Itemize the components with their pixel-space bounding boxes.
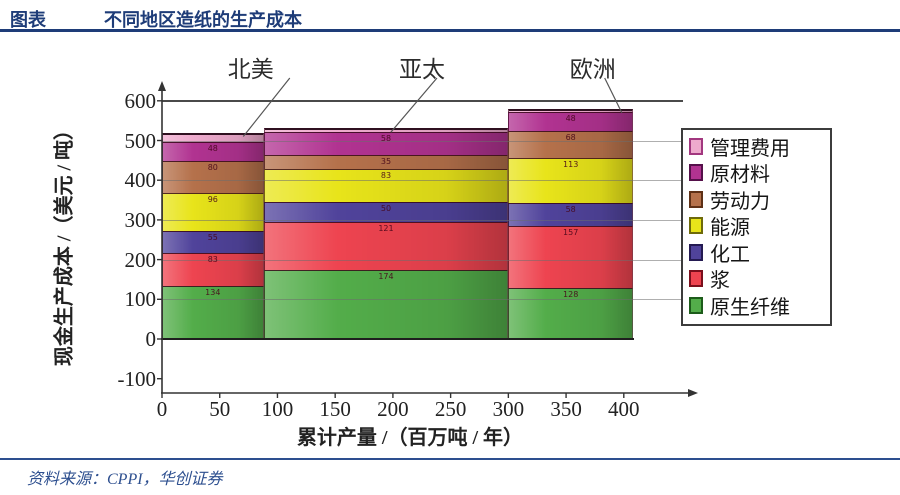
gridline [162, 140, 683, 142]
x-tick-label: 400 [608, 397, 640, 421]
legend-swatch-icon [689, 217, 703, 235]
y-tick-label: 0 [145, 327, 157, 351]
legend-label: 原生纤维 [710, 296, 790, 319]
legend-item: 劳动力 [689, 186, 824, 213]
segment-value-label: 55 [207, 233, 218, 243]
legend-swatch-icon [689, 164, 703, 182]
legend-item: 管理费用 [689, 133, 824, 160]
bar-segment [162, 252, 264, 286]
bar-segment [263, 128, 509, 133]
segment-value-label: 83 [380, 171, 392, 181]
y-tick-label: 600 [124, 88, 157, 113]
legend-label: 能源 [710, 217, 750, 240]
segment-value-label: 58 [380, 134, 392, 144]
bar-segment [162, 142, 264, 162]
x-axis-arrow-icon [688, 389, 698, 397]
x-tick-label: 250 [434, 397, 467, 421]
bar-segment [508, 288, 634, 339]
figure-tag: 图表 [10, 10, 46, 30]
gridline [162, 219, 683, 221]
segment-value-label: 113 [563, 159, 579, 169]
bar-segment [508, 108, 634, 112]
bar-segment [162, 231, 264, 253]
bar-segment [263, 202, 509, 222]
region-label: 亚太 [398, 57, 445, 82]
bar-segment [263, 132, 509, 156]
bar-segment [263, 269, 509, 339]
gridline [162, 299, 683, 301]
x-tick-label: 350 [550, 397, 582, 421]
legend-swatch-icon [689, 270, 703, 288]
segment-value-label: 174 [378, 271, 394, 281]
legend-label: 化工 [710, 243, 750, 266]
bar-segment [508, 225, 634, 289]
bar-segment [162, 192, 264, 231]
header-rule [0, 29, 900, 32]
legend-label: 劳动力 [710, 190, 770, 213]
bar-segment [263, 169, 509, 203]
segment-value-label: 134 [205, 287, 221, 297]
legend-label: 浆 [710, 270, 730, 293]
segment-value-label: 121 [378, 223, 394, 233]
gridline [162, 259, 683, 261]
gridline [162, 180, 683, 182]
bar-segment [263, 221, 509, 270]
segment-value-label: 35 [380, 157, 392, 167]
legend-item: 原生纤维 [689, 292, 824, 319]
segment-value-label: 128 [563, 290, 579, 300]
segment-value-label: 48 [565, 113, 576, 123]
legend-swatch-icon [689, 190, 703, 208]
segment-value-label: 96 [207, 194, 218, 204]
segment-value-label: 50 [380, 204, 392, 214]
legend-label: 原材料 [710, 164, 770, 187]
bar-segment [508, 111, 634, 131]
x-tick-label: 0 [156, 397, 168, 421]
source-text: 资料来源：CPPI，华创证券 [27, 471, 223, 488]
bar-segment [508, 130, 634, 158]
legend-item: 浆 [689, 266, 824, 293]
region-label: 北美 [227, 57, 274, 82]
bar-segment [162, 285, 264, 339]
segment-value-label: 80 [207, 163, 218, 173]
y-tick-label: 400 [124, 168, 157, 193]
segment-value-label: 58 [565, 204, 576, 214]
footer-rule [0, 458, 900, 460]
legend-item: 化工 [689, 239, 824, 266]
y-axis-arrow-icon [158, 81, 166, 91]
bar-segment [263, 155, 509, 170]
x-tick-label: 300 [492, 397, 525, 421]
segment-value-label: 157 [563, 227, 579, 237]
x-tick-label: 150 [319, 397, 351, 421]
x-axis-title: 累计产量 /（百万吨 / 年） [296, 427, 524, 449]
region-label: 欧洲 [569, 57, 616, 82]
figure-title: 不同地区造纸的生产成本 [104, 10, 302, 30]
segment-value-label: 68 [565, 132, 576, 142]
legend: 管理费用原材料劳动力能源化工浆原生纤维 [681, 128, 832, 326]
y-tick-label: 100 [124, 287, 157, 312]
y-tick-label: 200 [124, 247, 157, 272]
gridline-600 [162, 99, 683, 102]
segment-value-label: 83 [207, 254, 218, 264]
y-tick-label: -100 [117, 366, 157, 391]
legend-label: 管理费用 [710, 137, 790, 160]
segment-value-label: 48 [207, 144, 218, 154]
legend-item: 原材料 [689, 160, 824, 187]
legend-swatch-icon [689, 137, 703, 155]
x-tick-label: 100 [261, 397, 294, 421]
legend-swatch-icon [689, 296, 703, 314]
y-tick-label: 500 [124, 128, 157, 153]
legend-swatch-icon [689, 243, 703, 261]
x-tick-label: 200 [377, 397, 409, 421]
legend-item: 能源 [689, 213, 824, 240]
y-tick-label: 300 [124, 207, 157, 232]
zero-baseline [161, 338, 635, 340]
x-tick-label: 50 [209, 397, 231, 421]
region-leader-line [390, 77, 438, 133]
